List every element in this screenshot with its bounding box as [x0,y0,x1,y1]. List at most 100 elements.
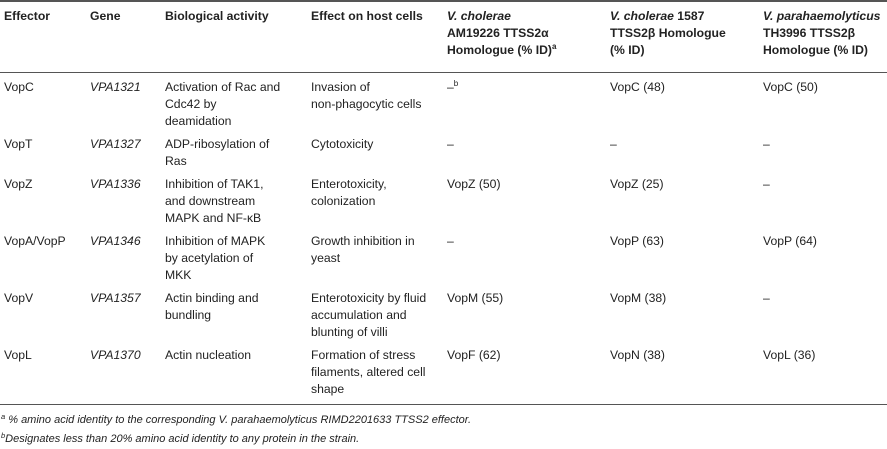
header-vc-am19226: V. cholerae AM19226 TTSS2α Homologue (% … [447,8,556,59]
cell-line: and downstream [165,194,256,208]
cell-line: blunting of villi [311,325,388,339]
cell-text: VopZ (25) [610,177,664,191]
cell-effect: Enterotoxicity, colonization [311,176,387,210]
header-vp-th3996: V. parahaemolyticus TH3996 TTSS2β Homolo… [763,8,880,59]
cell-text: – [763,177,770,191]
cell-vp: – [763,290,770,307]
cell-effect: Cytotoxicity [311,136,373,153]
cell-text: – [447,137,454,151]
cell-gene: VPA1370 [90,347,141,364]
cell-text: VopC [4,80,34,94]
cell-vc1587: VopP (63) [610,233,664,250]
footnote-b-text: Designates less than 20% amino acid iden… [5,433,360,445]
cell-footnote-mark: b [453,79,459,88]
header-biological-activity: Biological activity [165,9,269,23]
cell-vp: – [763,136,770,153]
cell-text: VopP (64) [763,234,817,248]
cell-line: ADP-ribosylation of [165,137,270,151]
cell-vc1587: VopZ (25) [610,176,664,193]
cell-gene: VPA1327 [90,136,141,153]
cell-text: VopV [4,291,34,305]
cell-line: Actin binding and [165,291,259,305]
cell-vc-am: VopZ (50) [447,176,501,193]
footnote-b-mark: b [1,431,6,440]
header-vp-homologue: Homologue (% ID) [763,43,868,57]
cell-text: VPA1357 [90,291,141,305]
cell-vc-am: – [447,136,454,153]
cell-effector: VopC [4,79,34,96]
cell-activity: Activation of Rac and Cdc42 by deamidation [165,79,280,130]
cell-text: – [763,291,770,305]
cell-line: Ras [165,154,187,168]
header-vc-1587-species: V. cholerae [610,9,674,23]
cell-text: VPA1327 [90,137,141,151]
cell-activity: Inhibition of MAPK by acetylation of MKK [165,233,265,284]
cell-gene: VPA1346 [90,233,141,250]
cell-text: VPA1370 [90,348,141,362]
cell-vc-am: –b [447,79,458,96]
cell-line: yeast [311,251,341,265]
cell-gene: VPA1357 [90,290,141,307]
cell-line: Actin nucleation [165,348,252,362]
cell-effector: VopL [4,347,32,364]
header-vp-strain: TH3996 TTSS2β [763,26,856,40]
cell-line: MAPK and NF-κB [165,211,262,225]
cell-line: Inhibition of MAPK [165,234,266,248]
cell-vc1587: VopN (38) [610,347,665,364]
cell-text: – [610,137,617,151]
header-vc-1587-homologue: TTSS2β Homologue [610,26,726,40]
header-vc-am19226-species: V. cholerae [447,9,511,23]
cell-vp: VopC (50) [763,79,818,96]
cell-activity: Inhibition of TAK1, and downstream MAPK an… [165,176,263,227]
cell-text: VopN (38) [610,348,665,362]
cell-gene: VPA1321 [90,79,141,96]
cell-line: Enterotoxicity, [311,177,387,191]
cell-line: filaments, altered cell [311,365,426,379]
cell-effect: Enterotoxicity by fluid accumulation and b… [311,290,426,341]
footnote-a-text: % amino acid identity to the correspondi… [5,414,472,426]
header-vc-1587: V. cholerae 1587 TTSS2β Homologue (% ID) [610,8,726,59]
cell-vc1587: – [610,136,617,153]
header-gene: Gene [90,9,121,23]
cell-effector: VopA/VopP [4,233,66,250]
cell-line: by acetylation of [165,251,254,265]
footnote-b: bDesignates less than 20% amino acid ide… [1,432,359,446]
cell-line: non-phagocytic cells [311,97,422,111]
cell-effector: VopZ [4,176,32,193]
cell-line: Cdc42 by [165,97,217,111]
cell-text: VopA/VopP [4,234,66,248]
cell-effect: Growth inhibition in yeast [311,233,415,267]
cell-effector: VopT [4,136,32,153]
cell-vc1587: VopM (38) [610,290,666,307]
header-vc-1587-strain: 1587 [673,9,705,23]
cell-text: VopZ [4,177,33,191]
cell-activity: Actin binding and bundling [165,290,259,324]
cell-line: colonization [311,194,376,208]
cell-vp: VopP (64) [763,233,817,250]
footnote-a: a % amino acid identity to the correspon… [1,413,471,427]
cell-text: – [447,234,454,248]
table-header-rule [0,72,887,73]
cell-vc-am: – [447,233,454,250]
cell-text: VPA1321 [90,80,141,94]
cell-line: Inhibition of TAK1, [165,177,264,191]
cell-text: VopL (36) [763,348,816,362]
cell-line: MKK [165,268,192,282]
header-effect-on-host-cells: Effect on host cells [311,9,423,23]
cell-line: bundling [165,308,212,322]
cell-vp: – [763,176,770,193]
cell-effect: Formation of stress filaments, altered ce… [311,347,425,398]
cell-text: VopM (38) [610,291,667,305]
cell-line: Invasion of [311,80,370,94]
cell-text: VopT [4,137,33,151]
cell-line: Activation of Rac and [165,80,281,94]
cell-vc-am: VopF (62) [447,347,501,364]
cell-gene: VPA1336 [90,176,141,193]
header-effector: Effector [4,9,51,23]
cell-activity: ADP-ribosylation of Ras [165,136,269,170]
cell-vc-am: VopM (55) [447,290,503,307]
cell-vc1587: VopC (48) [610,79,665,96]
cell-line: shape [311,382,345,396]
cell-line: Cytotoxicity [311,137,374,151]
header-vc-1587-id: (% ID) [610,43,645,57]
